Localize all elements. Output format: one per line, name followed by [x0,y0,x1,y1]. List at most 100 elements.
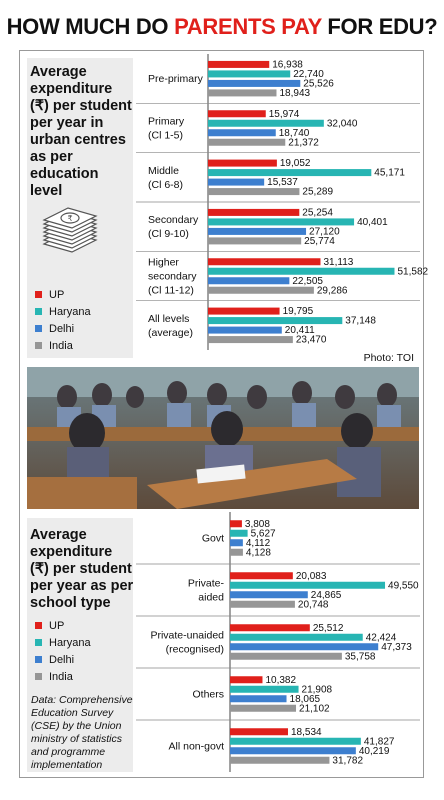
category-label-pre-primary: Pre-primary [148,73,204,85]
headline-accent: PARENTS PAY [174,14,322,39]
value-label-up-private-unaided-recognised: 25,512 [313,623,344,634]
category-label-all-non-govt: All non-govt [169,741,225,753]
value-label-delhi-primary-cl-1-5: 18,740 [279,128,310,139]
value-label-india-private-unaided-recognised: 35,758 [345,651,376,662]
legend-level: UP Haryana Delhi India [35,286,91,354]
bar-india-primary-cl-1-5 [208,138,286,146]
bar-india-private-aided [230,600,295,608]
value-label-delhi-pre-primary: 25,526 [303,78,334,89]
photo-credit: Photo: TOI [363,352,414,364]
education-level-panel [27,58,133,358]
bar-india-pre-primary [208,89,277,97]
bar-up-govt [230,520,242,528]
bar-up-secondary-cl-9-10 [208,208,300,216]
legend-swatch-india [35,342,42,349]
value-label-haryana-higher-secondary-cl-11-12: 51,582 [397,266,428,277]
bar-india-all-levels-average [208,336,293,344]
value-label-up-private-aided: 20,083 [296,571,327,582]
legend-school-type: UP Haryana Delhi India [35,617,91,685]
category-label-private-aided: aided [198,592,224,604]
headline-part-1: HOW MUCH DO [6,14,175,39]
bar-up-pre-primary [208,60,270,68]
category-label-higher-secondary-cl-11-12: Higher [148,257,179,269]
bar-up-all-levels-average [208,307,280,315]
value-label-haryana-primary-cl-1-5: 32,040 [327,118,358,129]
value-label-delhi-higher-secondary-cl-11-12: 22,505 [292,276,323,287]
category-label-higher-secondary-cl-11-12: secondary [148,271,197,283]
bar-haryana-higher-secondary-cl-11-12 [208,267,395,275]
category-label-private-aided: Private- [188,578,225,590]
bar-up-others [230,676,263,684]
category-label-middle-cl-6-8: (Cl 6-8) [148,179,183,191]
bar-haryana-others [230,685,299,693]
bar-delhi-others [230,695,287,703]
value-label-haryana-private-aided: 49,550 [388,580,419,591]
legend-swatch-up [35,291,42,298]
bar-haryana-private-unaided-recognised [230,633,363,641]
value-label-up-pre-primary: 16,938 [272,59,303,70]
bar-haryana-primary-cl-1-5 [208,119,324,127]
value-label-haryana-secondary-cl-9-10: 40,401 [357,217,388,228]
legend-swatch-up [35,622,42,629]
category-label-all-levels-average: All levels [148,313,189,325]
value-label-haryana-middle-cl-6-8: 45,171 [374,168,405,179]
value-label-delhi-private-unaided-recognised: 47,373 [381,642,412,653]
legend-swatch-haryana [35,639,42,646]
legend-item-haryana: Haryana [35,634,91,651]
legend-item-india: India [35,337,91,354]
category-label-middle-cl-6-8: Middle [148,165,179,177]
svg-text:₹: ₹ [67,214,72,223]
value-label-delhi-all-levels-average: 20,411 [285,325,315,336]
bar-india-others [230,704,297,712]
bar-up-primary-cl-1-5 [208,110,266,118]
value-label-india-private-aided: 20,748 [298,599,329,610]
category-label-primary-cl-1-5: (Cl 1-5) [148,130,183,142]
infographic-frame [19,50,424,778]
bar-delhi-private-unaided-recognised [230,643,379,651]
category-label-private-unaided-recognised: (recognised) [166,644,224,656]
bar-up-private-unaided-recognised [230,624,310,632]
category-label-higher-secondary-cl-11-12: (Cl 11-12) [148,285,194,297]
value-label-up-all-non-govt: 18,534 [291,727,322,738]
bar-delhi-private-aided [230,591,308,599]
money-stack-icon: ₹ [42,207,98,253]
value-label-delhi-secondary-cl-9-10: 27,120 [309,226,340,237]
bar-up-middle-cl-6-8 [208,159,277,167]
legend-item-delhi: Delhi [35,320,91,337]
legend-swatch-india [35,673,42,680]
data-source: Data: Comprehensive Education Survey (CS… [31,694,133,771]
value-label-haryana-all-levels-average: 37,148 [345,316,376,327]
value-label-india-govt: 4,128 [246,547,271,558]
bar-haryana-all-levels-average [208,317,343,325]
value-label-haryana-govt: 5,627 [251,528,276,539]
category-label-others: Others [192,689,224,701]
category-label-secondary-cl-9-10: (Cl 9-10) [148,228,189,240]
category-label-all-levels-average: (average) [148,327,193,339]
value-label-india-pre-primary: 18,943 [279,88,310,99]
bar-delhi-middle-cl-6-8 [208,178,265,186]
headline-part-2: FOR EDU? [321,14,438,39]
legend-swatch-delhi [35,656,42,663]
bar-delhi-primary-cl-1-5 [208,129,276,137]
value-label-india-higher-secondary-cl-11-12: 29,286 [317,285,348,296]
value-label-india-all-non-govt: 31,782 [332,755,363,766]
legend-swatch-haryana [35,308,42,315]
bar-india-private-unaided-recognised [230,652,342,660]
bar-haryana-all-non-govt [230,737,361,745]
school-type-panel [27,518,133,772]
school-type-title: Average expenditure (₹) per student per … [30,527,134,611]
bar-up-private-aided [230,572,293,580]
bar-haryana-middle-cl-6-8 [208,169,372,177]
value-label-india-secondary-cl-9-10: 25,774 [304,236,335,247]
bar-india-all-non-govt [230,756,330,764]
value-label-delhi-others: 18,065 [290,694,321,705]
bar-delhi-govt [230,539,243,547]
value-label-up-all-levels-average: 19,795 [283,306,314,317]
bar-india-higher-secondary-cl-11-12 [208,286,314,294]
classroom-photo-illustration [27,367,419,509]
value-label-up-secondary-cl-9-10: 25,254 [302,207,333,218]
bar-india-middle-cl-6-8 [208,188,300,196]
legend-item-india: India [35,668,91,685]
bar-haryana-private-aided [230,581,386,589]
